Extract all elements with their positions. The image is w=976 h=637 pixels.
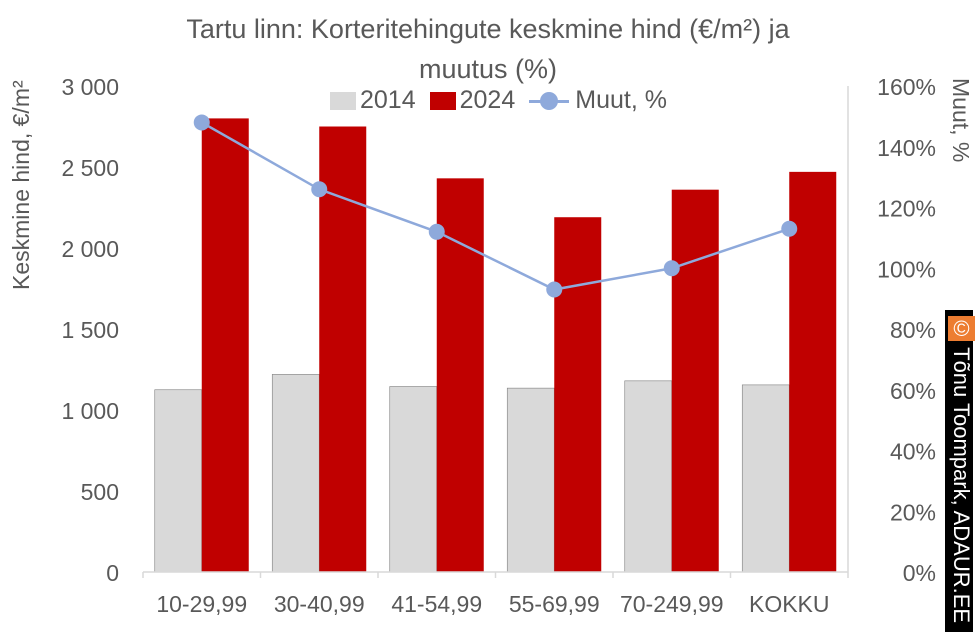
x-tick-label: 10-29,99	[156, 591, 247, 617]
bar-2014	[741, 384, 790, 573]
point-muut	[428, 223, 445, 240]
copyright-text: Tõnu Toompark, ADAUR.EE	[949, 347, 974, 624]
legend-swatch-2014	[330, 91, 356, 110]
x-tick-label: KOKKU	[749, 591, 830, 617]
legend-item-2024: 2024	[429, 86, 516, 115]
y2-tick-label: 60%	[890, 378, 936, 404]
y-tick-label: 1 000	[61, 398, 119, 424]
y-tick-label: 2 500	[61, 155, 119, 181]
x-tick-label: 30-40,99	[274, 591, 365, 617]
x-tick-label: 41-54,99	[391, 591, 482, 617]
y2-tick-label: 140%	[877, 135, 936, 161]
copyright-band	[945, 310, 973, 632]
legend-item-2014: 2014	[330, 86, 416, 115]
bar-2024	[671, 189, 719, 572]
bar-2014	[154, 389, 203, 573]
point-muut	[193, 114, 210, 131]
bar-2024	[201, 118, 249, 573]
y2-tick-label: 20%	[890, 499, 936, 525]
chart-title-line1: Tartu linn: Korteritehingute keskmine hi…	[186, 14, 790, 44]
y2-tick-label: 80%	[890, 317, 936, 343]
point-muut	[546, 281, 563, 298]
copyright-symbol: ©	[948, 316, 975, 341]
bar-2024	[319, 126, 367, 572]
legend-item-muut: Muut, %	[529, 86, 667, 115]
legend-label-muut: Muut, %	[575, 86, 667, 114]
bar-2014	[271, 374, 320, 573]
y-tick-label: 3 000	[61, 74, 119, 100]
legend: 2014 2024 Muut, %	[330, 86, 681, 115]
y2-tick-label: 120%	[877, 196, 936, 222]
legend-swatch-muut	[529, 91, 570, 110]
y2-tick-label: 40%	[890, 439, 936, 465]
point-muut	[311, 181, 328, 198]
y-tick-label: 2 000	[61, 236, 119, 262]
copyright-notice: © Tõnu Toompark, ADAUR.EE	[948, 316, 975, 624]
legend-swatch-2024	[429, 91, 456, 110]
point-muut	[663, 260, 680, 277]
y-axis-label-right: Muut, %	[948, 77, 974, 163]
chart-title-line2: muutus (%)	[418, 54, 558, 84]
y2-tick-label: 160%	[877, 74, 936, 100]
y-tick-label: 1 500	[61, 317, 119, 343]
legend-label-2024: 2024	[459, 86, 516, 114]
line-muut	[201, 121, 790, 291]
x-tick-label: 55-69,99	[509, 591, 600, 617]
bar-2014	[506, 387, 555, 573]
point-muut	[781, 220, 798, 237]
y2-tick-label: 100%	[877, 256, 936, 282]
bar-2024	[554, 217, 602, 572]
bar-2014	[624, 380, 673, 573]
x-tick-label: 70-249,99	[620, 591, 724, 617]
bar-2014	[389, 386, 438, 573]
y2-tick-label: 0%	[903, 560, 936, 586]
legend-label-2014: 2014	[360, 86, 416, 114]
bar-2024	[436, 178, 484, 572]
bar-2024	[789, 171, 837, 573]
y-tick-label: 0	[106, 560, 119, 586]
y-tick-label: 500	[81, 479, 119, 505]
